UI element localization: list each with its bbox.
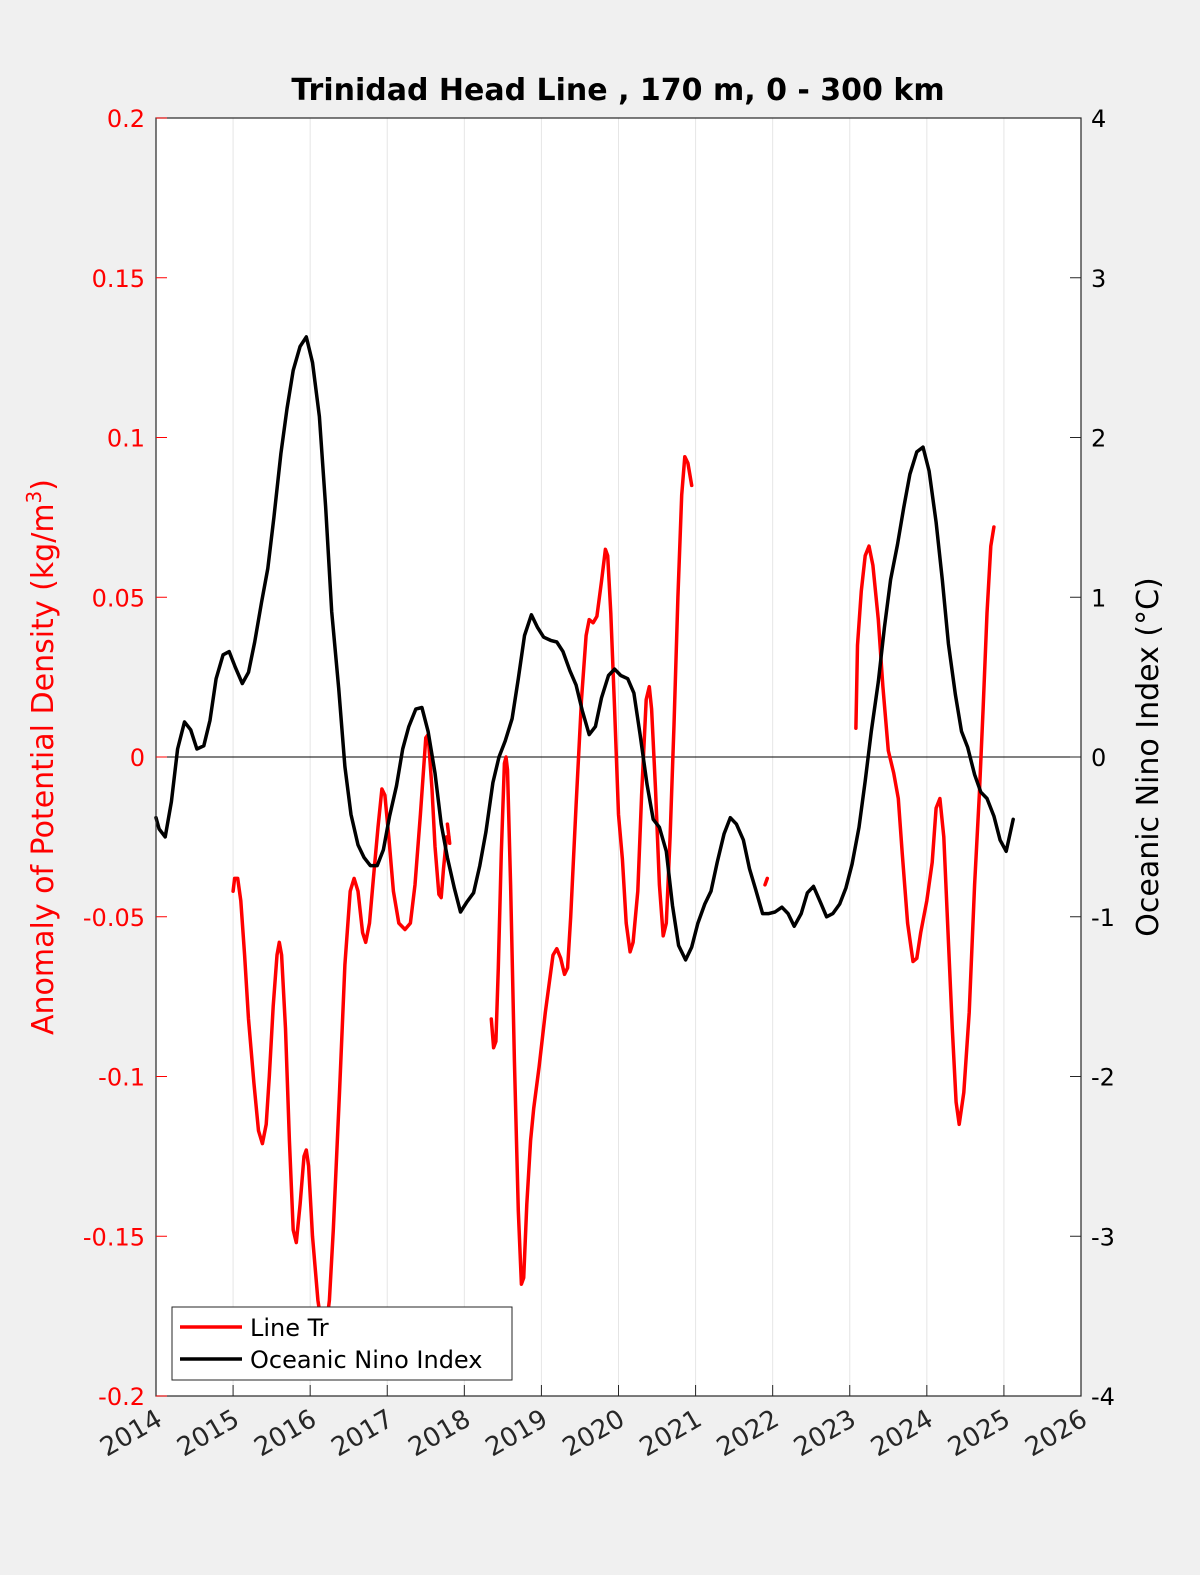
y-axis-right-label: Oceanic Nino Index (°C) [1131,577,1166,937]
y-left-tick-label: -0.1 [98,1064,145,1092]
x-tick-label: 2020 [558,1404,630,1463]
x-tick-label: 2024 [866,1404,938,1463]
series-line-tr-segment-3 [763,876,770,887]
x-tick-label: 2018 [404,1404,476,1463]
x-tick-label: 2021 [635,1404,707,1463]
x-tick-label: 2022 [712,1404,784,1463]
x-tick-label: 2017 [326,1404,398,1463]
series-line-tr-segment-2 [489,454,694,1286]
series-line-tr-segment-0 [231,732,451,1334]
y-left-tick-label: -0.05 [83,904,145,932]
y-right-tick-label: 2 [1091,425,1106,453]
x-tick-label: 2014 [95,1404,167,1463]
y-left-tick-label: -0.2 [98,1383,145,1411]
y-right-tick-label: -3 [1091,1223,1115,1251]
legend-label-oni: Oceanic Nino Index [250,1346,482,1374]
x-tick-label: 2015 [172,1404,244,1463]
series-line-tr-segment-4 [854,525,996,1127]
y-left-tick-label: 0.05 [92,584,145,612]
y-right-tick-label: -4 [1091,1383,1115,1411]
y-left-tick-label: 0.2 [107,105,145,133]
y-right-tick-label: -2 [1091,1064,1115,1092]
y-left-tick-label: 0.15 [92,265,145,293]
y-right-tick-label: 4 [1091,105,1106,133]
x-tick-label: 2019 [481,1404,553,1463]
series-oni-segment-0 [154,335,1015,962]
y-axis-left-label: Anomaly of Potential Density (kg/m3) [22,479,61,1035]
series-group [154,335,1015,1334]
x-tick-label: 2023 [789,1404,861,1463]
x-tick-label: 2026 [1020,1404,1092,1463]
y-left-tick-label: 0.1 [107,425,145,453]
y-right-tick-label: -1 [1091,904,1115,932]
x-tick-label: 2016 [249,1404,321,1463]
legend: Line Tr Oceanic Nino Index [171,1306,513,1381]
y-right-tick-label: 1 [1091,584,1106,612]
y-left-tick-label: -0.15 [83,1223,145,1251]
y-left-tick-label: 0 [130,744,145,772]
legend-label-line-tr: Line Tr [250,1314,329,1342]
x-tick-label: 2025 [943,1404,1015,1463]
y-right-tick-label: 0 [1091,744,1106,772]
series-line-tr-segment-1 [445,822,452,846]
chart-title: Trinidad Head Line , 170 m, 0 - 300 km [291,73,944,108]
y-right-tick-label: 3 [1091,265,1106,293]
legend-box [171,1306,513,1381]
